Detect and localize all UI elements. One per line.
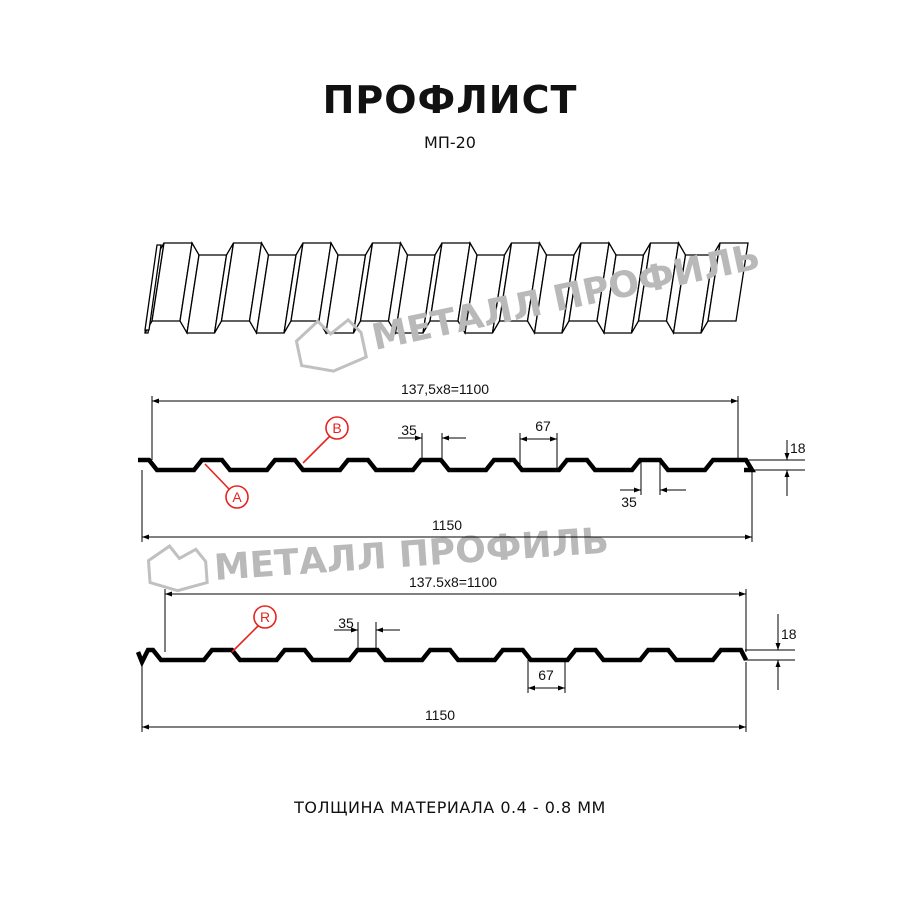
width-dimension-label: 1150 bbox=[432, 517, 462, 533]
marker-r-circle bbox=[253, 605, 277, 629]
dimension-arrowhead bbox=[152, 398, 159, 404]
dimension-arrowhead bbox=[775, 643, 781, 650]
top-width-label: 35 bbox=[338, 615, 354, 631]
height-label: 18 bbox=[781, 626, 797, 642]
dimension-arrowhead bbox=[165, 591, 172, 597]
page-title: ПРОФЛИСТ bbox=[322, 78, 578, 122]
watermark-2: МЕТАЛЛ ПРОФИЛЬ bbox=[146, 520, 610, 593]
dimension-arrowhead bbox=[351, 627, 358, 633]
bottom-width-label: 67 bbox=[535, 418, 551, 434]
dimension-arrowhead bbox=[442, 435, 449, 441]
dimension-arrowhead bbox=[142, 534, 149, 540]
bottom-width-label: 67 bbox=[538, 667, 554, 683]
sheet-face bbox=[707, 242, 749, 322]
dimension-arrowhead bbox=[528, 685, 535, 691]
dimension-arrows bbox=[142, 398, 790, 540]
profile-r-drawing: 137.5x8=1100 1150 35 67 18 R bbox=[135, 574, 797, 732]
dimension-arrowhead bbox=[745, 534, 752, 540]
dimension-arrowhead bbox=[142, 724, 149, 730]
dimension-arrowhead bbox=[550, 436, 557, 442]
profile-ab-line bbox=[138, 457, 756, 473]
dimension-lines bbox=[141, 589, 795, 732]
watermark-logo-icon bbox=[146, 544, 209, 593]
dimension-arrows bbox=[142, 591, 781, 730]
dimension-arrowhead bbox=[731, 398, 738, 404]
dimension-arrowhead bbox=[415, 435, 422, 441]
dimension-arrowhead bbox=[660, 487, 667, 493]
dimension-arrowhead bbox=[775, 660, 781, 667]
dimension-arrowhead bbox=[784, 470, 790, 477]
watermark-logo-icon bbox=[294, 317, 368, 373]
model-subtitle: МП-20 bbox=[424, 133, 476, 152]
dimension-arrowhead bbox=[634, 487, 641, 493]
top-width-label: 35 bbox=[401, 422, 417, 438]
marker-b-circle bbox=[325, 416, 349, 440]
sheet-3d-view bbox=[144, 241, 749, 335]
dimension-lines bbox=[141, 396, 805, 542]
material-thickness-note: ТОЛЩИНА МАТЕРИАЛА 0.4 - 0.8 ММ bbox=[294, 798, 606, 817]
marker-a-circle bbox=[225, 485, 249, 509]
dimension-arrowhead bbox=[376, 627, 383, 633]
dimension-arrowhead bbox=[739, 724, 746, 730]
dimension-arrowhead bbox=[520, 436, 527, 442]
marker-b-label: B bbox=[332, 420, 341, 436]
dimension-arrowhead bbox=[739, 591, 746, 597]
sheet-face bbox=[144, 244, 162, 331]
width-dimension-label: 1150 bbox=[425, 707, 455, 723]
height-label: 18 bbox=[790, 440, 806, 456]
profile-r-line bbox=[135, 647, 749, 668]
pitch-dimension-label: 137.5x8=1100 bbox=[409, 574, 497, 590]
dimension-arrowhead bbox=[784, 453, 790, 460]
marker-a-label: A bbox=[232, 489, 242, 505]
bottom-right-width-label: 35 bbox=[621, 494, 637, 510]
dimension-arrowhead bbox=[558, 685, 565, 691]
profile-ab-drawing: 137,5x8=1100 1150 35 67 35 18 A B bbox=[138, 381, 806, 542]
marker-r-label: R bbox=[260, 609, 270, 625]
pitch-dimension-label: 137,5x8=1100 bbox=[401, 381, 489, 397]
